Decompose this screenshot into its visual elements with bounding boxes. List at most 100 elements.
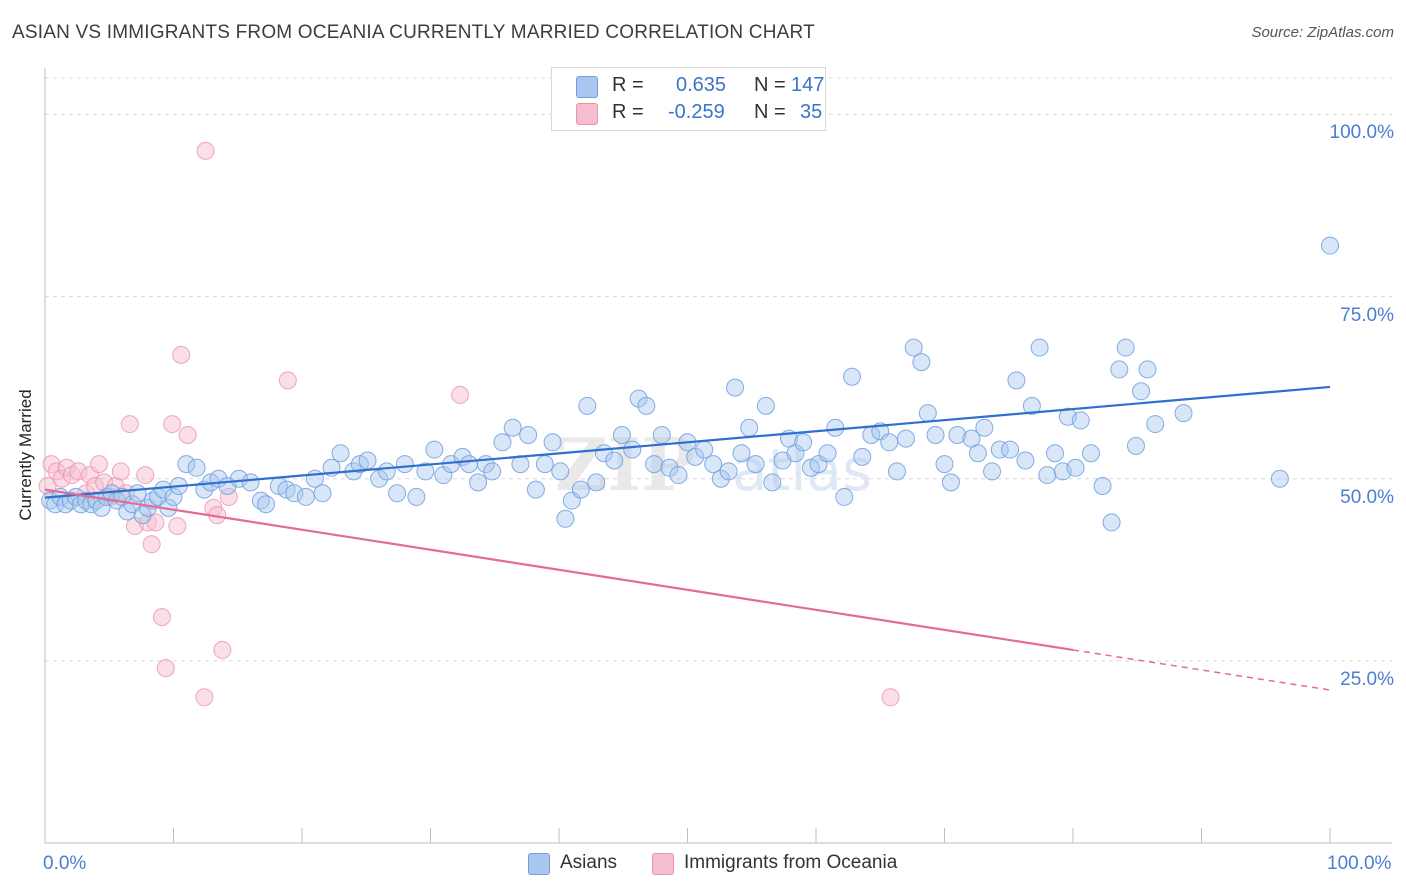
x-tick-min: 0.0% xyxy=(43,853,87,874)
asian-point xyxy=(469,473,488,492)
r-label: R = xyxy=(612,101,644,123)
asian-point xyxy=(571,480,590,499)
asian-point xyxy=(187,458,206,477)
asian-point xyxy=(535,455,554,474)
oceania-point xyxy=(195,688,214,707)
asian-point xyxy=(177,455,196,474)
asian-point xyxy=(605,451,624,470)
chart-source: Source: ZipAtlas.com xyxy=(1251,24,1394,41)
asian-point xyxy=(425,440,444,459)
n-label: N = xyxy=(754,101,786,123)
asian-point xyxy=(990,440,1009,459)
asian-point xyxy=(1321,236,1339,255)
asian-point xyxy=(1270,469,1289,488)
oceania-point xyxy=(196,141,215,160)
asian-point xyxy=(285,484,304,503)
asian-point xyxy=(612,426,631,444)
asian-point xyxy=(948,426,967,444)
oceania-legend-label: Immigrants from Oceania xyxy=(684,852,898,873)
asian-point xyxy=(896,429,915,448)
asian-point xyxy=(1174,404,1193,423)
asian-point xyxy=(629,389,648,408)
asian-point xyxy=(1081,444,1100,463)
asian-point xyxy=(763,473,782,492)
asian-point xyxy=(82,495,101,514)
svg-text:ZIP: ZIP xyxy=(555,422,695,507)
asian-point xyxy=(407,487,426,506)
asian-point xyxy=(587,473,606,492)
asian-point xyxy=(1146,415,1165,434)
oceania-legend-swatch xyxy=(652,853,674,875)
asian-point xyxy=(164,487,183,506)
asian-point xyxy=(711,469,730,488)
y-tick-label: 75.0% xyxy=(1340,304,1394,326)
asian-point xyxy=(519,426,538,444)
asians-legend-label: Asians xyxy=(560,852,618,873)
asian-point xyxy=(551,462,570,481)
trend-lines xyxy=(44,385,1331,691)
r-label: R = xyxy=(612,74,644,96)
oceania-point xyxy=(156,659,175,678)
asian-point xyxy=(645,455,664,474)
asian-point xyxy=(975,418,994,437)
n-value: 147 xyxy=(791,74,825,96)
asian-point xyxy=(968,444,987,463)
asian-point xyxy=(1022,396,1041,415)
oceania-points xyxy=(38,141,900,707)
asian-point xyxy=(251,491,270,510)
asian-point xyxy=(377,462,396,481)
asian-point xyxy=(912,353,931,372)
asian-point xyxy=(358,451,377,470)
r-value: -0.259 xyxy=(668,101,725,123)
oceania-point xyxy=(451,385,470,404)
asians-swatch xyxy=(576,76,598,98)
asian-point xyxy=(704,455,723,474)
asian-point xyxy=(880,433,899,452)
asian-point xyxy=(556,509,575,528)
asian-point xyxy=(154,480,173,499)
oceania-point xyxy=(120,415,139,434)
n-value: 35 xyxy=(800,101,823,123)
asian-point xyxy=(983,462,1002,481)
asians-trend-line xyxy=(44,385,1331,499)
oceania-point xyxy=(178,426,197,444)
asian-point xyxy=(241,473,260,492)
asian-point xyxy=(740,418,759,437)
asian-point xyxy=(1126,436,1145,455)
asian-point xyxy=(842,367,861,386)
asian-point xyxy=(904,338,923,357)
asian-point xyxy=(578,396,597,415)
y-tick-label: 100.0% xyxy=(1329,122,1394,144)
chart-title: ASIAN VS IMMIGRANTS FROM OCEANIA CURRENT… xyxy=(12,22,815,43)
oceania-trend-line xyxy=(44,488,1074,652)
oceania-point xyxy=(278,371,297,390)
asian-point xyxy=(1071,411,1090,430)
asian-point xyxy=(794,433,813,452)
asian-point xyxy=(660,458,679,477)
asian-point xyxy=(732,444,751,463)
asian-point xyxy=(503,418,522,437)
x-tick-max: 100.0% xyxy=(1327,853,1392,874)
oceania-trend-extension xyxy=(1072,649,1331,691)
asians-legend-swatch xyxy=(528,853,550,875)
asian-point xyxy=(853,447,872,466)
asian-point xyxy=(388,484,407,503)
asian-point xyxy=(726,378,745,397)
asian-point xyxy=(887,462,906,481)
asian-point xyxy=(1030,338,1049,357)
asian-point xyxy=(493,433,512,452)
oceania-point xyxy=(136,466,155,485)
asian-point xyxy=(935,455,954,474)
oceania-point xyxy=(142,535,161,554)
asian-point xyxy=(416,462,435,481)
asian-point xyxy=(483,462,502,481)
n-label: N = xyxy=(754,74,786,96)
asian-point xyxy=(818,444,837,463)
asian-point xyxy=(669,466,688,485)
oceania-swatch xyxy=(576,103,598,125)
legend: Asians Immigrants from Oceania xyxy=(0,851,1406,877)
oceania-point xyxy=(152,608,171,627)
asian-point xyxy=(128,484,147,503)
asian-point xyxy=(835,487,854,506)
